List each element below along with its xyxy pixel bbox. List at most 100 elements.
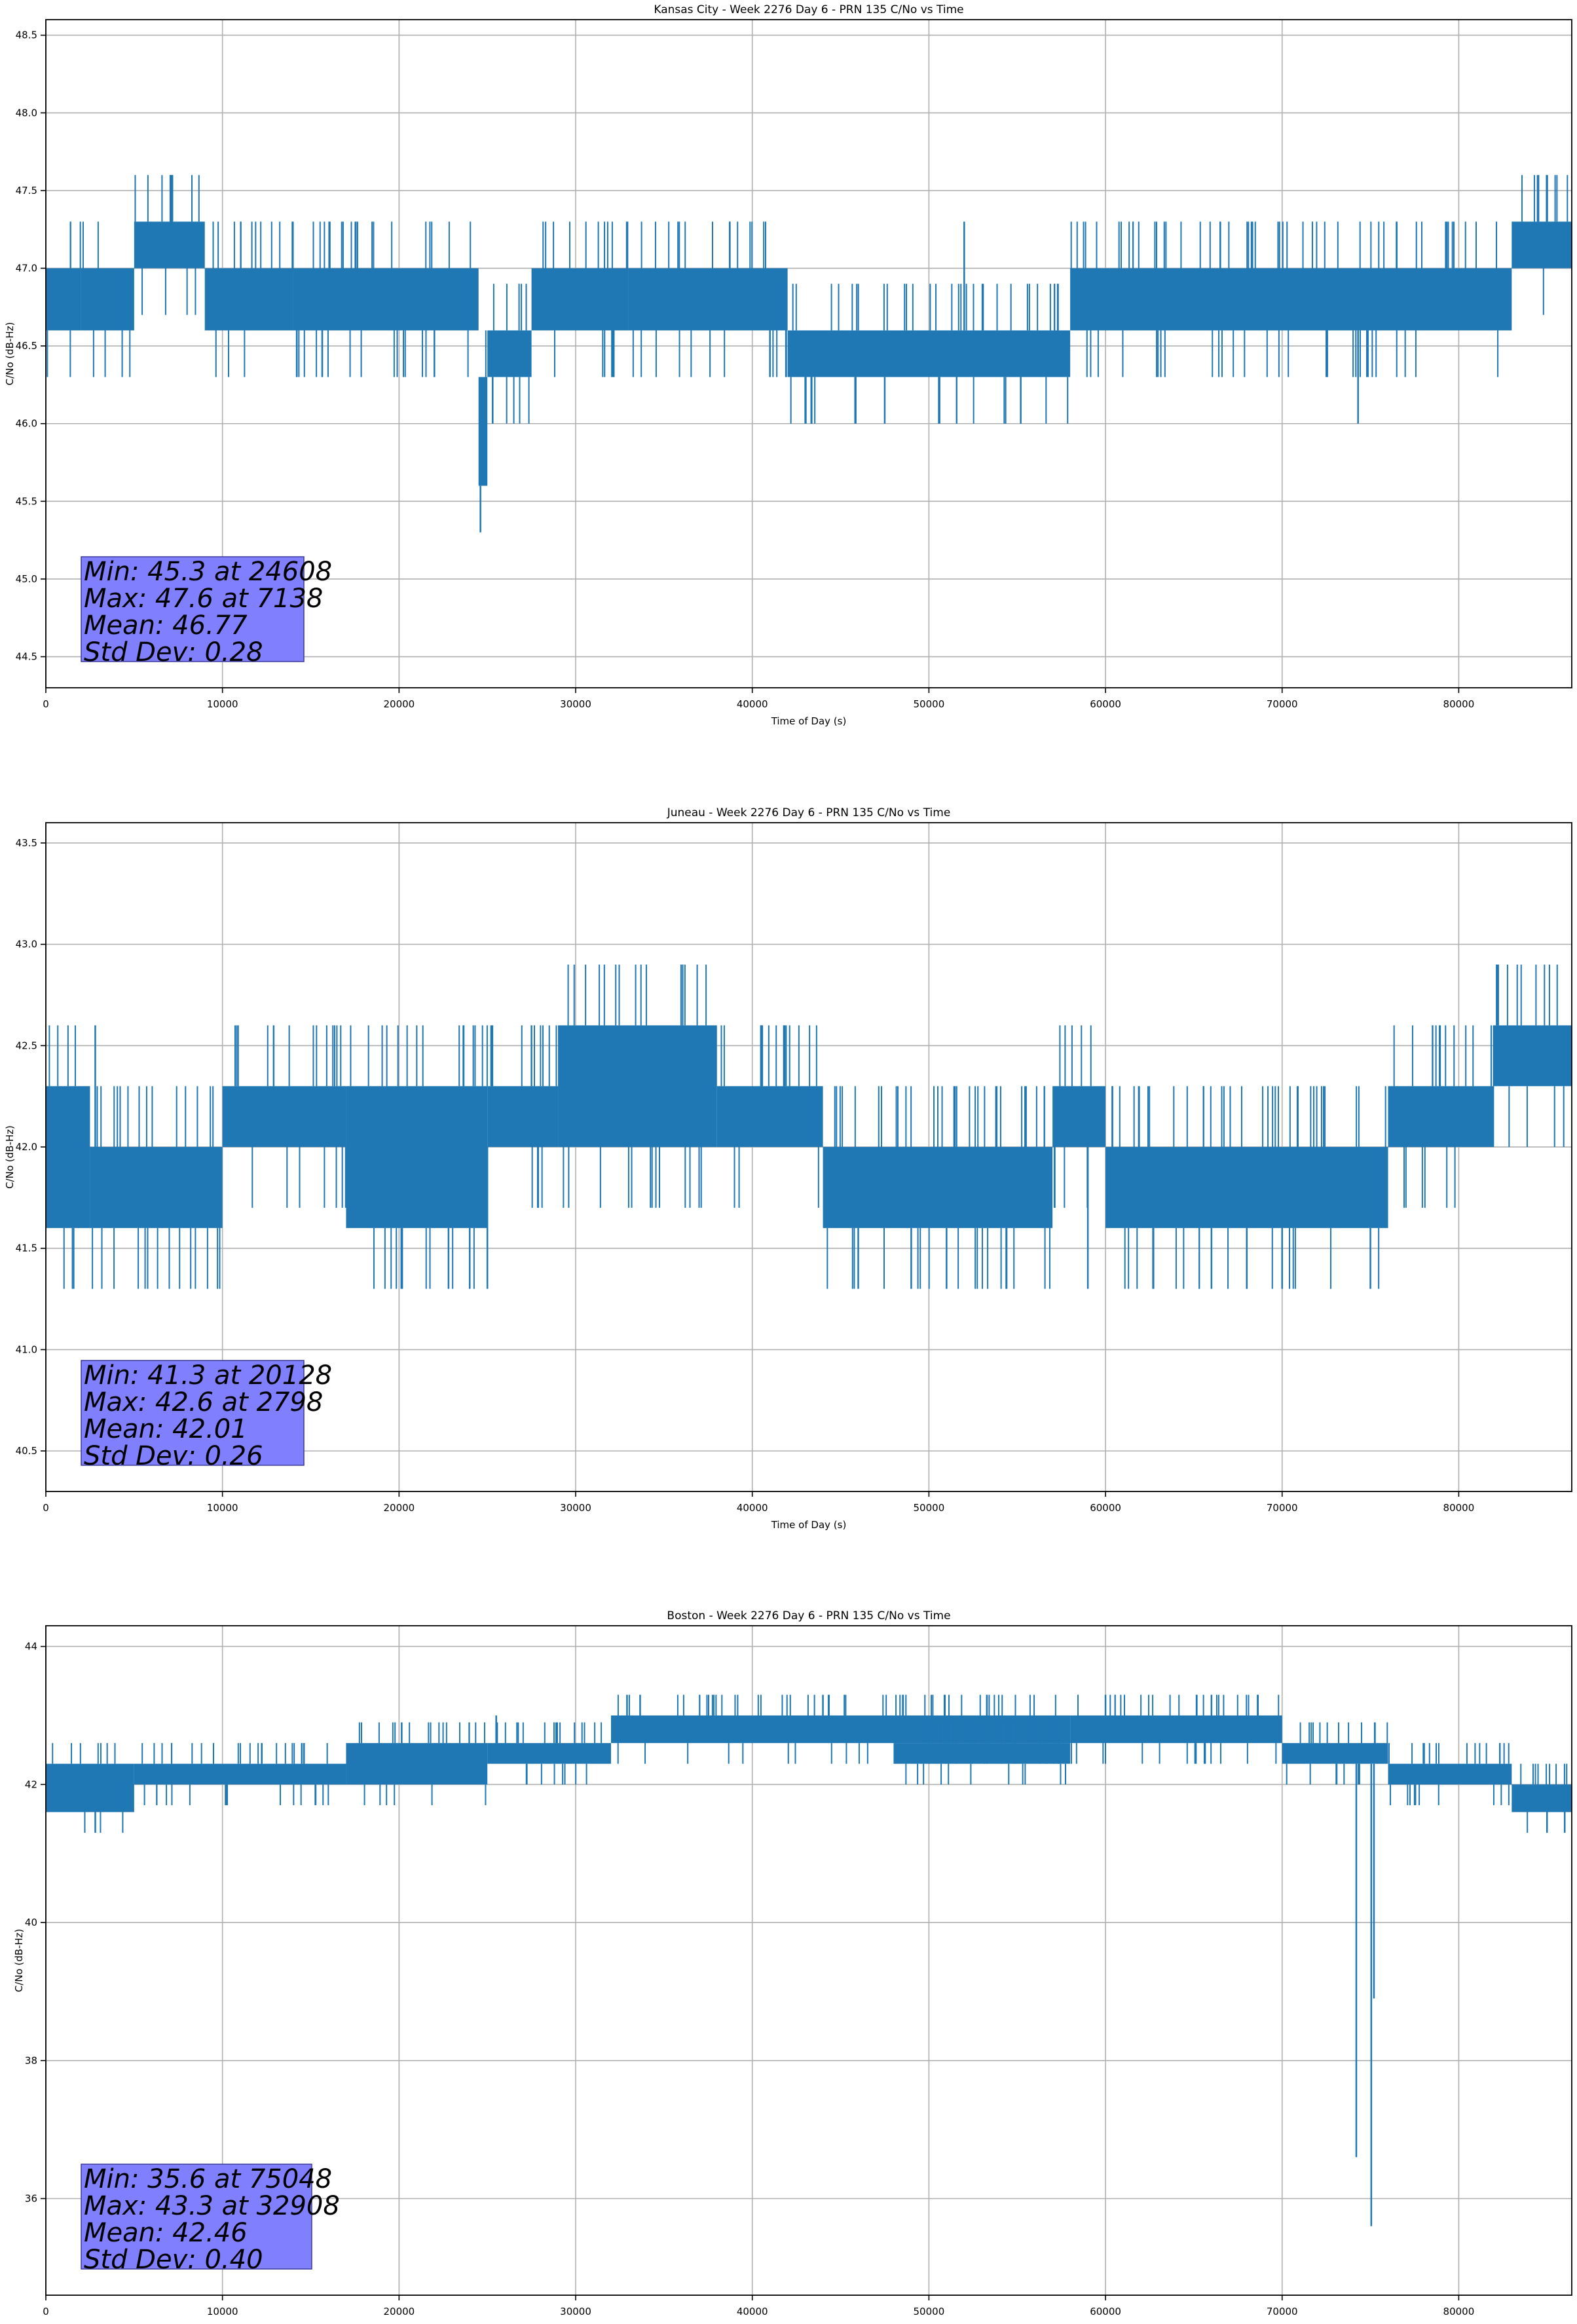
stats-box: [81, 2164, 312, 2270]
data-band: [1512, 221, 1572, 269]
y-tick-label: 45.0: [16, 573, 37, 585]
x-tick-label: 20000: [383, 1502, 415, 1514]
y-tick-label: 42: [25, 1778, 37, 1790]
y-tick-label: 45.5: [16, 495, 37, 507]
data-band: [1282, 1743, 1388, 1764]
x-tick-label: 80000: [1443, 2306, 1475, 2317]
y-axis-label: C/No (dB-Hz): [4, 1125, 16, 1189]
stats-line: Std Dev: 0.26: [84, 1441, 263, 1471]
data-band: [134, 221, 205, 269]
data-band: [487, 1743, 611, 1764]
x-tick-label: 40000: [737, 2306, 768, 2317]
stats-line: Mean: 42.01: [84, 1414, 248, 1444]
x-tick-label: 50000: [914, 1502, 945, 1514]
x-tick-label: 80000: [1443, 698, 1475, 710]
x-axis-label: Time of Day (s): [771, 715, 847, 727]
stats-box: [81, 1360, 305, 1466]
x-tick-label: 80000: [1443, 1502, 1475, 1514]
data-band: [531, 268, 629, 331]
x-tick-label: 0: [43, 2306, 49, 2317]
stats-line: Std Dev: 0.28: [84, 637, 263, 667]
stats-line: Max: 47.6 at 7138: [84, 584, 323, 614]
x-tick-label: 70000: [1267, 2306, 1298, 2317]
axes-frame: [45, 1625, 1572, 2296]
x-tick-label: 0: [43, 698, 49, 710]
x-tick-label: 60000: [1090, 2306, 1121, 2317]
data-band: [1070, 1715, 1282, 1744]
y-tick-label: 38: [25, 2055, 37, 2067]
x-tick-label: 70000: [1267, 1502, 1298, 1514]
chart-panel-1: 0 10000 20000 30000 40000 50000 60000 70000 8000…: [4, 806, 1572, 1531]
data-band: [893, 1743, 1071, 1764]
data-band: [628, 268, 788, 331]
data-band: [610, 1715, 1071, 1744]
chart-panel-0: 0 10000 20000 30000 40000 50000 60000 70000 8000…: [4, 3, 1572, 727]
y-tick-label: 48.5: [16, 29, 37, 41]
y-tick-label: 43.5: [16, 837, 37, 849]
axes-frame: [45, 822, 1572, 1492]
x-tick-label: 30000: [560, 2306, 591, 2317]
x-tick-label: 20000: [383, 698, 415, 710]
stats-line: Mean: 46.77: [84, 610, 248, 641]
data-band: [716, 1086, 823, 1148]
data-band: [487, 1086, 559, 1148]
x-tick-label: 50000: [914, 698, 945, 710]
x-tick-label: 20000: [383, 2306, 415, 2317]
x-tick-label: 30000: [560, 698, 591, 710]
data-band: [293, 268, 479, 331]
y-axis-label: C/No (dB-Hz): [13, 1929, 25, 1993]
stats-line: Min: 45.3 at 24608: [84, 557, 332, 587]
data-band: [823, 1147, 1053, 1228]
y-tick-label: 43.0: [16, 939, 37, 950]
x-tick-label: 30000: [560, 1502, 591, 1514]
data-band: [1388, 1763, 1512, 1785]
stats-line: Max: 42.6 at 2798: [84, 1387, 323, 1417]
series-line: [46, 1695, 1572, 2226]
data-band: [81, 268, 134, 331]
x-tick-label: 60000: [1090, 698, 1121, 710]
data-band: [1070, 268, 1512, 331]
data-band: [487, 330, 532, 377]
y-tick-label: 44.5: [16, 651, 37, 663]
x-tick-label: 50000: [914, 2306, 945, 2317]
chart-title: Boston - Week 2276 Day 6 - PRN 135 C/No …: [667, 1609, 950, 1622]
y-tick-label: 41.0: [16, 1343, 37, 1355]
data-band: [1494, 1025, 1572, 1087]
chart-panel-2: 0 10000 20000 30000 40000 50000 60000 70000 8000…: [13, 1609, 1572, 2324]
chart-title: Kansas City - Week 2276 Day 6 - PRN 135 …: [654, 3, 963, 16]
data-band: [46, 1763, 134, 1812]
y-tick-label: 40: [25, 1917, 37, 1928]
y-tick-label: 47.0: [16, 263, 37, 274]
data-band: [134, 1763, 346, 1785]
y-tick-label: 46.5: [16, 340, 37, 352]
data-band: [478, 377, 488, 486]
data-band: [787, 330, 1071, 377]
y-tick-label: 47.5: [16, 185, 37, 197]
axes-frame: [45, 19, 1572, 688]
x-tick-label: 0: [43, 1502, 49, 1514]
data-band: [346, 1743, 488, 1785]
series-line: [46, 964, 1572, 1289]
data-band: [558, 1025, 717, 1148]
y-tick-label: 46.0: [16, 418, 37, 430]
y-tick-label: 44: [25, 1641, 37, 1653]
stats-line: Max: 43.3 at 32908: [84, 2191, 340, 2221]
y-tick-label: 42.5: [16, 1040, 37, 1051]
data-band: [204, 268, 293, 331]
x-tick-label: 40000: [737, 1502, 768, 1514]
stats-line: Std Dev: 0.40: [84, 2245, 263, 2275]
x-tick-label: 10000: [207, 2306, 238, 2317]
data-band: [222, 1086, 346, 1148]
data-band: [1105, 1147, 1388, 1228]
x-tick-label: 70000: [1267, 698, 1298, 710]
data-band: [1512, 1784, 1572, 1812]
data-band: [346, 1086, 488, 1228]
x-tick-label: 10000: [207, 698, 238, 710]
x-tick-label: 10000: [207, 1502, 238, 1514]
data-band: [1052, 1086, 1106, 1148]
x-axis-label: Time of Day (s): [771, 1519, 847, 1531]
y-tick-label: 42.0: [16, 1141, 37, 1153]
chart-title: Juneau - Week 2276 Day 6 - PRN 135 C/No …: [667, 806, 951, 819]
y-axis-label: C/No (dB-Hz): [4, 322, 16, 386]
